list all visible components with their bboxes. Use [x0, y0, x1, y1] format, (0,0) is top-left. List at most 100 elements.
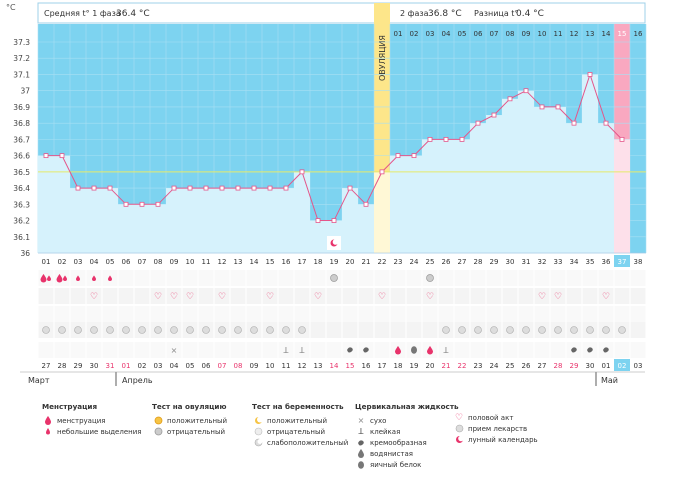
calendar-date: 21: [442, 362, 451, 370]
cycle-day-label: 04: [90, 258, 99, 266]
spotting-drop: [92, 275, 96, 281]
temp-column: [54, 155, 70, 253]
symbol-cell: [70, 306, 86, 322]
cycle-day-label: 35: [586, 258, 595, 266]
cycle-day-label: 07: [138, 258, 147, 266]
temp-point: [539, 104, 545, 110]
heart-icon: ♡: [218, 292, 226, 302]
calendar-date: 07: [218, 362, 227, 370]
symbol-cell: [198, 270, 214, 286]
pill-icon: [506, 326, 514, 334]
temp-column: [550, 106, 566, 253]
temp-column: [342, 188, 358, 253]
temp-point: [59, 153, 65, 159]
pill-icon: [186, 326, 194, 334]
temp-point: [475, 120, 481, 126]
symbol-cell: [374, 342, 390, 358]
calendar-date: 08: [234, 362, 243, 370]
creamy-icon: [355, 438, 367, 447]
symbol-cell: [502, 342, 518, 358]
symbol-cell: [86, 306, 102, 322]
cervical-mark: ꓕ: [283, 346, 289, 355]
pill-icon: [538, 326, 546, 334]
calendar-date: 29: [570, 362, 579, 370]
symbol-cell: [54, 342, 70, 358]
moon-positive-icon: [252, 416, 264, 425]
symbol-cell: [342, 322, 358, 338]
temp-column: [422, 139, 438, 253]
symbol-cell: [582, 288, 598, 304]
watery-icon: [355, 449, 367, 458]
symbol-cell: [470, 306, 486, 322]
cycle-day-label: 17: [298, 258, 307, 266]
sun-positive-icon: [152, 416, 164, 425]
heart-icon: ♡: [602, 292, 610, 302]
phase2-label: 2 фаза: [400, 9, 429, 18]
symbol-cell: [486, 342, 502, 358]
symbol-cell: [390, 322, 406, 338]
drop-icon: [42, 416, 54, 425]
temp-column: [470, 123, 486, 254]
calendar-date: 05: [186, 362, 195, 370]
symbol-cell: [230, 342, 246, 358]
symbol-cell: [102, 342, 118, 358]
pill-icon: [570, 326, 578, 334]
small-drop-icon: [42, 428, 54, 435]
temp-point: [91, 185, 97, 191]
top-day-label: 06: [474, 30, 483, 38]
symbol-cell: [374, 270, 390, 286]
temp-column: [406, 155, 422, 253]
y-tick-label: 36.5: [13, 168, 30, 177]
symbol-cell: [310, 306, 326, 322]
calendar-date: 17: [378, 362, 387, 370]
y-tick-label: 37: [20, 87, 30, 96]
cycle-day-label: 15: [266, 258, 275, 266]
symbol-cell: [566, 288, 582, 304]
symbol-cell: [438, 342, 454, 358]
temp-column: [182, 188, 198, 253]
temp-point: [107, 185, 113, 191]
symbol-cell: [614, 288, 630, 304]
symbol-cell: [182, 270, 198, 286]
symbol-cell: [246, 288, 262, 304]
legend-cervical: Цервикальная жидкость × сухо ꓕ клейкая кре…: [355, 402, 459, 469]
temp-column: [582, 74, 598, 253]
calendar-date: 30: [586, 362, 595, 370]
temp-column: [358, 204, 374, 253]
cervical-mark: ꓕ: [299, 346, 305, 355]
calendar-date: 02: [618, 362, 627, 370]
pill-icon: [522, 326, 530, 334]
temp-column: [502, 98, 518, 253]
symbol-cell: [294, 342, 310, 358]
calendar-date: 01: [122, 362, 131, 370]
pill-icon: [453, 424, 465, 433]
temp-column: [102, 188, 118, 253]
symbol-cell: [102, 288, 118, 304]
top-day-label: 04: [442, 30, 451, 38]
heart-icon: ♡: [554, 292, 562, 302]
symbol-cell: [518, 270, 534, 286]
symbol-cell: [150, 342, 166, 358]
legend-other: ♡ половой акт прием лекарств лунный кален…: [453, 412, 538, 444]
temp-column: [118, 204, 134, 253]
temp-point: [523, 88, 529, 94]
temp-point: [251, 185, 257, 191]
symbol-cell: [550, 306, 566, 322]
creamy-icon: [363, 347, 369, 353]
symbol-cell: [230, 306, 246, 322]
temp-point: [171, 185, 177, 191]
legend: Менструация менструация небольшие выделе…: [0, 402, 677, 492]
temp-column: [566, 123, 582, 254]
symbol-cell: [534, 342, 550, 358]
pill-icon: [250, 326, 258, 334]
symbol-cell: [486, 270, 502, 286]
month-march: Март: [28, 376, 50, 385]
pill-icon: [458, 326, 466, 334]
y-tick-label: 37.1: [13, 70, 30, 79]
symbol-cell: [54, 306, 70, 322]
symbol-cell: [38, 288, 54, 304]
symbol-cell: [550, 270, 566, 286]
heart-icon: ♡: [378, 292, 386, 302]
temp-column: [390, 155, 406, 253]
symbol-cell: [294, 270, 310, 286]
